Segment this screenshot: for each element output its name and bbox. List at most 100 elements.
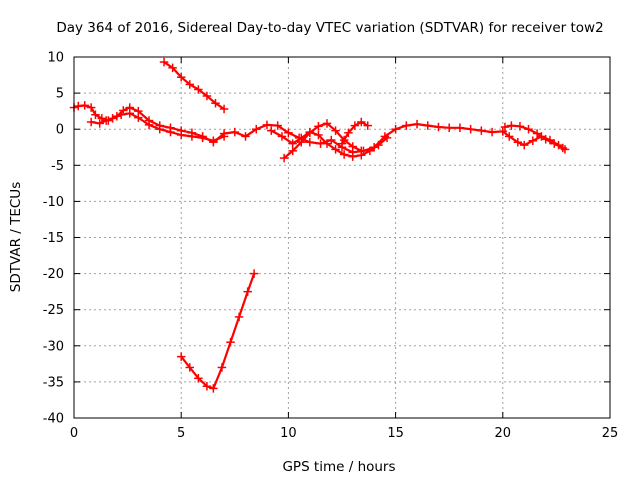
data-point [528, 136, 538, 146]
x-tick-label: 10 [280, 426, 297, 441]
y-tick-label: -15 [43, 231, 64, 246]
series-trace-6 [279, 119, 366, 163]
grid [74, 57, 610, 418]
x-tick-label: 15 [387, 426, 404, 441]
data-point [402, 121, 411, 130]
data-point [202, 381, 212, 391]
data-point [209, 384, 218, 393]
x-axis-label: GPS time / hours [282, 459, 395, 475]
data-point [350, 121, 360, 130]
y-tick-label: -40 [43, 412, 64, 427]
data-point [322, 139, 332, 148]
x-tick-label: 25 [602, 426, 619, 441]
data-point [194, 85, 203, 94]
y-tick-label: 10 [47, 51, 64, 66]
x-tick-label: 5 [177, 426, 185, 441]
data-point [187, 132, 197, 141]
data-point [504, 132, 514, 141]
data-point [558, 143, 568, 153]
data-point [125, 109, 134, 118]
y-tick-label: -10 [43, 195, 64, 210]
series-line [180, 272, 256, 390]
data-point [198, 133, 207, 143]
data-point [185, 363, 195, 372]
series-trace-4 [176, 269, 259, 393]
data-point [423, 121, 433, 130]
data-point [507, 121, 516, 130]
axes: 0 5 10 15 20 25 10 5 0 -5 -10 -15 -20 -25 -30 -35 -40 [43, 51, 619, 442]
data-point [277, 132, 287, 141]
data-point [101, 116, 111, 125]
chart-title: Day 364 of 2016, Sidereal Day-to-day VTE… [56, 20, 603, 36]
data-point [185, 80, 195, 89]
series-line [270, 129, 389, 158]
x-tick-label: 0 [70, 426, 78, 441]
data-point [168, 63, 177, 73]
data-point [444, 123, 454, 133]
data-point [363, 121, 372, 130]
data-point [288, 139, 297, 148]
data-point [339, 150, 349, 159]
data-point [348, 152, 357, 161]
data-point [314, 122, 323, 131]
data-point [116, 110, 126, 120]
data-point [519, 140, 529, 150]
y-tick-label: 0 [56, 123, 64, 138]
data-point [524, 124, 533, 134]
data-point [348, 142, 357, 151]
data-point [515, 122, 525, 131]
data-point [86, 117, 96, 127]
data-point [550, 139, 559, 148]
data-point [230, 127, 240, 137]
data-point [119, 106, 128, 115]
data-point [322, 119, 332, 128]
data-point [541, 135, 550, 144]
data-point [288, 146, 297, 156]
data-point [249, 269, 259, 278]
data-point [365, 146, 375, 156]
data-point [159, 57, 169, 67]
data-point [176, 130, 186, 140]
data-point [500, 122, 510, 132]
data-point [155, 124, 165, 134]
data-point [262, 120, 272, 130]
data-point [279, 153, 289, 163]
data-point [176, 72, 186, 82]
data-point [243, 287, 252, 296]
data-point [297, 137, 306, 147]
data-point [357, 146, 366, 156]
data-point [382, 133, 392, 143]
data-point [108, 114, 117, 123]
data-point [226, 337, 235, 347]
y-tick-label: -25 [43, 303, 64, 318]
data-point [134, 113, 143, 122]
data-point [532, 129, 542, 138]
data-point [211, 98, 220, 108]
data-point [487, 127, 497, 137]
data-point [86, 103, 96, 112]
y-axis-label: SDTVAR / TECUs [8, 182, 24, 292]
data-point [331, 126, 340, 135]
data-point [513, 137, 523, 147]
series-trace-2 [86, 109, 229, 146]
data-point [209, 136, 218, 146]
data-point [434, 122, 443, 132]
series-line [162, 60, 226, 111]
data-point [166, 127, 175, 137]
data-point [374, 140, 383, 150]
data-point [202, 91, 212, 101]
data-point [234, 312, 244, 322]
data-point [344, 128, 353, 138]
y-tick-label: -30 [43, 339, 64, 354]
data-point [284, 128, 293, 138]
data-point [217, 363, 227, 372]
data-point [327, 135, 336, 145]
y-tick-label: -35 [43, 375, 64, 390]
data-point [305, 128, 315, 138]
data-point [219, 104, 229, 114]
y-tick-label: 5 [56, 87, 64, 102]
data-point [412, 119, 422, 129]
data-point [273, 121, 282, 130]
data-point [305, 137, 315, 147]
